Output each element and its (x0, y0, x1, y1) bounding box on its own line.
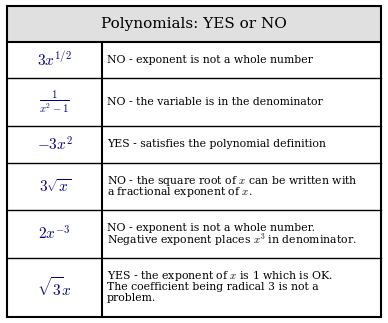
Text: YES - the exponent of $x$ is 1 which is OK.: YES - the exponent of $x$ is 1 which is … (107, 269, 333, 283)
Text: Negative exponent places $x^3$ in denominator.: Negative exponent places $x^3$ in denomi… (107, 231, 357, 247)
Text: a fractional exponent of $x$.: a fractional exponent of $x$. (107, 185, 253, 199)
Text: The coefficient being radical 3 is not a: The coefficient being radical 3 is not a (107, 282, 319, 292)
Text: NO - the square root of $x$ can be written with: NO - the square root of $x$ can be writt… (107, 174, 358, 188)
Text: $2x^{-3}$: $2x^{-3}$ (38, 225, 71, 243)
Text: $\frac{1}{x^{2}-1}$: $\frac{1}{x^{2}-1}$ (39, 89, 70, 115)
Bar (7, 6, 381, 42)
Text: $3x^{1/2}$: $3x^{1/2}$ (37, 51, 72, 69)
Text: YES - satisfies the polynomial definition: YES - satisfies the polynomial definitio… (107, 139, 326, 149)
Text: $-3x^{2}$: $-3x^{2}$ (37, 135, 73, 153)
Text: NO - exponent is not a whole number.: NO - exponent is not a whole number. (107, 223, 315, 233)
Text: NO - the variable is in the denominator: NO - the variable is in the denominator (107, 97, 323, 107)
Text: NO - exponent is not a whole number: NO - exponent is not a whole number (107, 55, 313, 65)
Text: problem.: problem. (107, 293, 156, 303)
Text: $\sqrt{3}x$: $\sqrt{3}x$ (37, 276, 72, 299)
Text: $3\sqrt{x}$: $3\sqrt{x}$ (38, 178, 71, 195)
Text: Polynomials: YES or NO: Polynomials: YES or NO (101, 17, 287, 31)
